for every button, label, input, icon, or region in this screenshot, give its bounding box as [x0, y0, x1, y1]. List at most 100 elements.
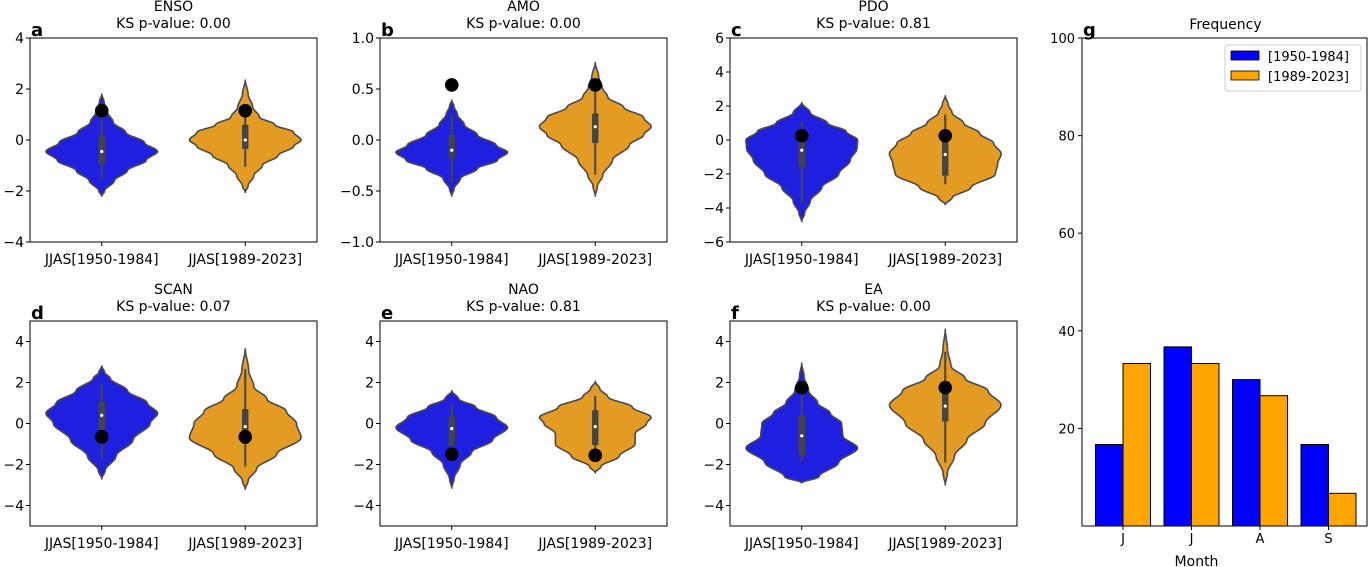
axes-frame: [1081, 37, 1368, 527]
y-tick-label: −2: [703, 458, 724, 474]
y-tick-label: 40: [1058, 325, 1075, 340]
y-tick-label: 4: [15, 335, 24, 351]
y-tick-label: 4: [715, 335, 724, 351]
legend-swatch: [1230, 50, 1260, 61]
legend-label: [1989-2023]: [1268, 70, 1349, 85]
y-tick-label: 2: [365, 376, 374, 392]
violin-median: [243, 424, 247, 429]
highlight-marker: [444, 447, 459, 462]
x-tick-label: JJAS[1989-2023]: [187, 252, 302, 268]
y-tick-label: 2: [15, 376, 24, 392]
panel-letter: e: [381, 303, 393, 324]
y-tick-label: 0: [715, 417, 724, 433]
violin-iqr-box: [242, 124, 249, 149]
panel-title: NAO: [508, 282, 539, 298]
highlight-marker: [938, 380, 953, 395]
x-tick-label: JJAS[1989-2023]: [887, 252, 1002, 268]
highlight-marker: [94, 103, 109, 118]
highlight-marker: [794, 380, 809, 395]
y-tick-label: −2: [353, 458, 374, 474]
y-tick-label: 0.5: [352, 82, 374, 98]
violin-median: [593, 424, 597, 429]
y-tick-label: 4: [15, 31, 24, 47]
y-tick-label: −2: [3, 458, 24, 474]
panel-title: ENSO: [154, 0, 193, 15]
y-tick-label: −0.5: [340, 184, 374, 200]
panel-subtitle: KS p-value: 0.81: [466, 299, 581, 315]
y-tick-label: 0.0: [352, 133, 374, 149]
y-tick-label: 6: [715, 31, 724, 47]
panel-title: EA: [864, 282, 883, 298]
highlight-marker: [794, 128, 809, 143]
violin-median: [943, 404, 947, 408]
violin-iqr-box: [798, 140, 805, 168]
bar: [1328, 492, 1357, 527]
x-tick-label: S: [1324, 532, 1332, 547]
highlight-marker: [238, 103, 253, 118]
legend-label: [1950-1984]: [1268, 50, 1349, 65]
x-tick-label: A: [1256, 532, 1265, 547]
y-tick-label: 100: [1050, 32, 1075, 47]
y-tick-label: 0: [15, 417, 24, 433]
y-tick-label: 20: [1058, 422, 1075, 437]
y-tick-label: −2: [3, 184, 24, 200]
violin-iqr-box: [448, 134, 455, 159]
y-tick-label: −6: [703, 235, 724, 251]
panel-subtitle: KS p-value: 0.00: [116, 16, 231, 32]
x-tick-label: JJAS[1989-2023]: [887, 536, 1002, 552]
x-tick-label: JJAS[1950-1984]: [744, 536, 859, 552]
x-tick-label: JJAS[1950-1984]: [394, 252, 509, 268]
highlight-marker: [588, 78, 603, 92]
highlight-marker: [444, 78, 459, 92]
violin-median: [800, 434, 804, 438]
y-tick-label: −4: [353, 499, 374, 515]
panel-subtitle: KS p-value: 0.00: [816, 299, 931, 315]
violin-median: [100, 149, 104, 154]
x-axis-label: Month: [1175, 554, 1219, 567]
y-tick-label: −4: [3, 499, 24, 515]
y-tick-label: 0: [365, 417, 374, 433]
violin-median: [450, 427, 454, 431]
x-tick-label: JJAS[1950-1984]: [744, 252, 859, 268]
y-tick-label: −1.0: [340, 235, 374, 251]
bar: [1122, 362, 1151, 527]
panel-subtitle: KS p-value: 0.07: [116, 299, 231, 315]
violin-median: [100, 413, 104, 417]
violin-median: [943, 152, 947, 157]
panel-letter: g: [1083, 20, 1096, 41]
bar: [1095, 444, 1124, 527]
panel-g: Frequency g J J A S 20 40 60 80 100 Month [1950-1984…: [1050, 17, 1368, 567]
panel-letter: d: [31, 303, 44, 324]
y-tick-label: 60: [1058, 227, 1075, 242]
violin-iqr-box: [942, 136, 949, 176]
violin-median: [593, 125, 597, 129]
panel-subtitle: KS p-value: 0.81: [816, 16, 931, 32]
y-tick-label: 4: [365, 335, 374, 351]
panel-title: PDO: [858, 0, 888, 15]
bar: [1232, 379, 1261, 527]
y-tick-label: −2: [703, 167, 724, 183]
panel-subtitle: KS p-value: 0.00: [466, 16, 581, 32]
bar: [1259, 395, 1288, 527]
violin-median: [450, 148, 454, 152]
y-tick-label: 4: [715, 65, 724, 81]
violin-median: [243, 138, 247, 142]
y-tick-label: 0: [715, 133, 724, 149]
y-tick-label: −4: [703, 201, 724, 217]
panel-letter: c: [731, 20, 742, 41]
panel-title: Frequency: [1189, 17, 1261, 33]
panel-letter: a: [31, 20, 43, 41]
y-tick-label: 0: [15, 133, 24, 149]
panel-title: AMO: [507, 0, 540, 15]
violin-iqr-box: [448, 416, 455, 447]
x-tick-label: JJAS[1989-2023]: [537, 536, 652, 552]
y-tick-label: 2: [715, 376, 724, 392]
panel-letter: b: [381, 20, 394, 41]
y-tick-label: 80: [1058, 130, 1075, 145]
